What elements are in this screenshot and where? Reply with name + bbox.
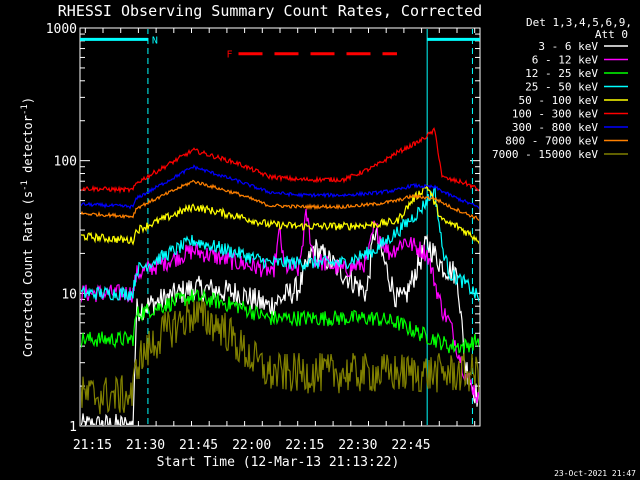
legend-label: 800 - 7000 keV — [505, 135, 598, 148]
x-tick-label: 22:15 — [285, 438, 324, 453]
legend-header-detectors: Det 1,3,4,5,6,9, — [526, 16, 632, 29]
footer-date: 23-Oct-2021 21:47 — [554, 469, 636, 478]
x-tick-label: 21:45 — [179, 438, 218, 453]
x-tick-label: 22:45 — [391, 438, 430, 453]
series-line — [81, 288, 479, 354]
chart-title: RHESSI Observing Summary Count Rates, Co… — [58, 2, 482, 20]
y-tick-label: 100 — [54, 155, 77, 170]
y-axis-label: Corrected Count Rate (s-1 detector-1) — [20, 97, 35, 357]
legend-label: 100 - 300 keV — [512, 108, 598, 121]
x-axis-label: Start Time (12-Mar-13 21:13:22) — [157, 455, 400, 470]
x-tick-label: 22:00 — [232, 438, 271, 453]
legend-label: 3 - 6 keV — [538, 40, 598, 53]
legend-label: 12 - 25 keV — [525, 67, 598, 80]
series-line — [81, 185, 479, 302]
y-tick-label: 1 — [69, 420, 77, 435]
series-line — [81, 179, 479, 221]
series-line — [81, 227, 479, 425]
flare-flag-label: F — [226, 50, 232, 61]
series-line — [81, 164, 479, 210]
x-tick-label: 22:30 — [338, 438, 377, 453]
plot-area: 1 10 100 1000 21:15 21:30 21:45 22:00 22:15 22:30… — [46, 22, 481, 453]
legend-label: 25 - 50 keV — [525, 81, 598, 94]
x-tick-label: 21:15 — [73, 438, 112, 453]
series-line — [81, 127, 479, 194]
series-line — [81, 299, 479, 415]
series-group — [81, 29, 479, 425]
legend-label: 7000 - 15000 keV — [492, 148, 598, 161]
legend-label: 6 - 12 keV — [532, 54, 599, 67]
legend-label: 50 - 100 keV — [519, 94, 599, 107]
series-line — [81, 184, 479, 246]
legend-label: 300 - 800 keV — [512, 121, 598, 134]
series-line — [81, 208, 479, 404]
legend-header-attenuator: Att 0 — [595, 28, 628, 41]
x-tick-label: 21:30 — [126, 438, 165, 453]
y-tick-label: 1000 — [46, 22, 77, 37]
night-flag-label: N — [152, 35, 158, 46]
y-tick-label: 10 — [61, 287, 77, 302]
